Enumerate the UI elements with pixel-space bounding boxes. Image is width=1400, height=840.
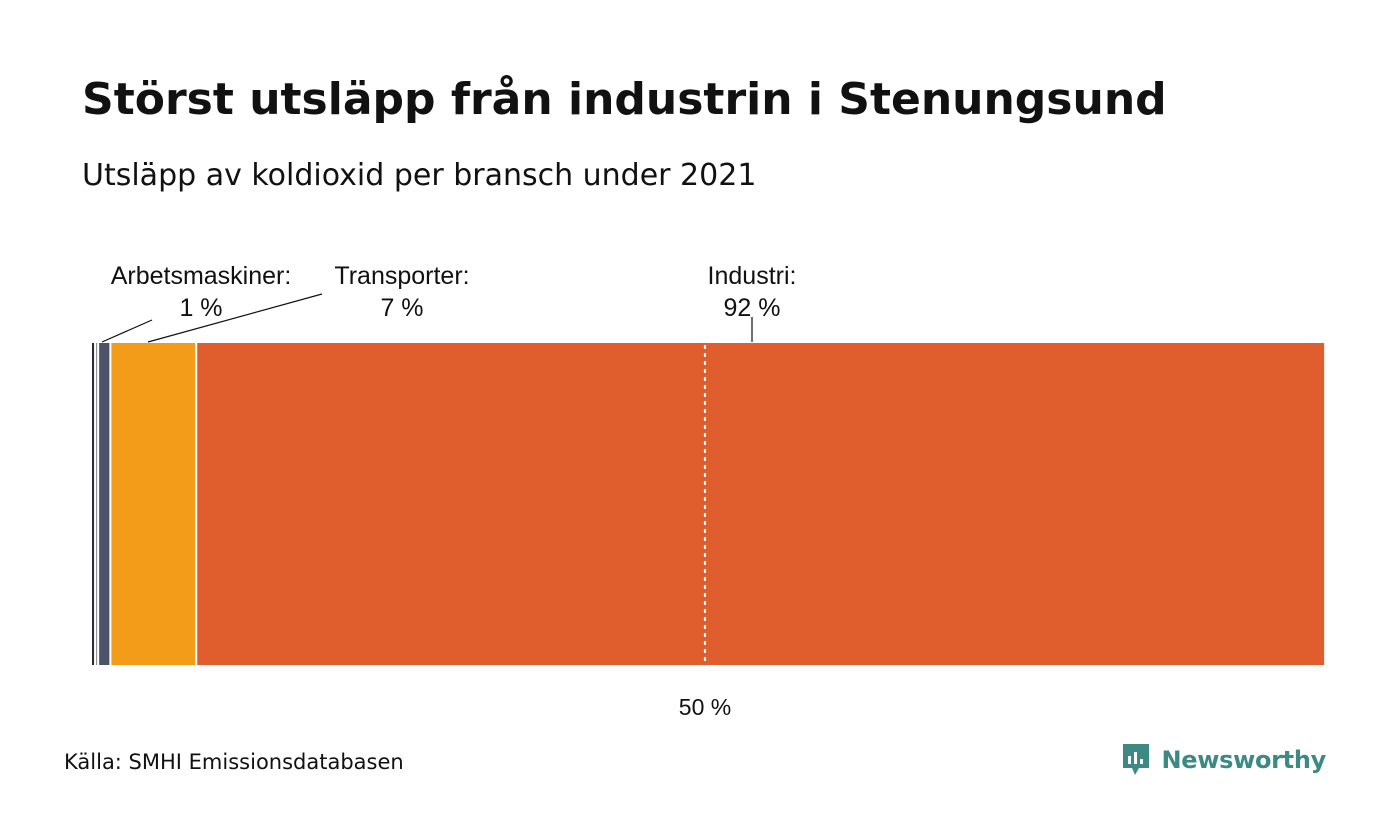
chart-subtitle: Utsläpp av koldioxid per bransch under 2… bbox=[82, 158, 757, 193]
bar-segment-industri bbox=[196, 343, 1325, 665]
brand-logo[interactable]: Newsworthy bbox=[1121, 742, 1326, 778]
bar-segment-arbetsmaskiner bbox=[98, 343, 111, 665]
bar-segment-segment-0 bbox=[92, 343, 96, 665]
segment-label-arbetsmaskiner: Arbetsmaskiner: bbox=[111, 262, 292, 290]
segment-label-industri: Industri: bbox=[708, 262, 797, 290]
brand-name: Newsworthy bbox=[1161, 746, 1326, 774]
bar-segment-transporter bbox=[110, 343, 197, 665]
segment-value-transporter: 7 % bbox=[380, 294, 423, 322]
segment-label-transporter: Transporter: bbox=[334, 262, 469, 290]
segment-value-arbetsmaskiner: 1 % bbox=[179, 294, 222, 322]
newsworthy-logo-icon bbox=[1123, 744, 1150, 775]
source-note: Källa: SMHI Emissionsdatabasen bbox=[64, 750, 404, 774]
reference-line-label: 50 % bbox=[679, 694, 731, 720]
bar-segment-segment-1 bbox=[95, 343, 99, 665]
chart-title: Störst utsläpp från industrin i Stenungs… bbox=[82, 74, 1167, 125]
leader-line-transporter bbox=[147, 293, 323, 343]
leader-line-arbetsmaskiner bbox=[101, 319, 153, 343]
